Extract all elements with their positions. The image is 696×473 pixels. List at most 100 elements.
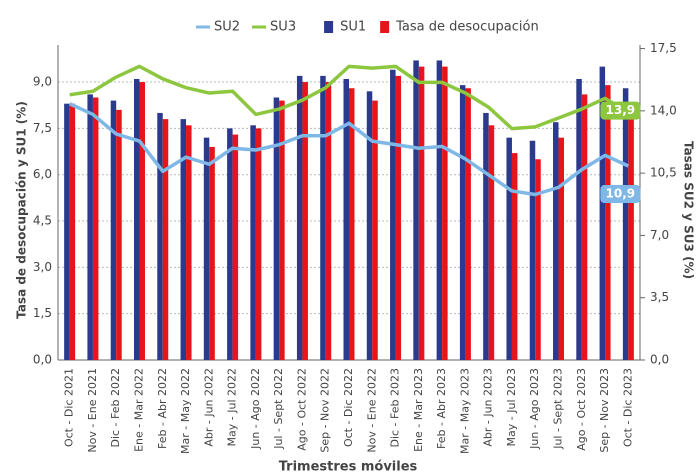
bar — [325, 82, 332, 360]
bar — [413, 60, 419, 361]
bar — [436, 60, 443, 361]
line-series — [68, 102, 630, 197]
x-tick-label: Dic - Feb 2022 — [109, 368, 122, 448]
x-tick-label: Ene - Mar 2023 — [412, 368, 425, 452]
x-tick-label: Oct - Dic 2021 — [63, 368, 76, 447]
x-tick-label: Mar - May 2023 — [458, 368, 471, 454]
x-tick-label: Ago - Oct 2023 — [575, 368, 588, 451]
legend-label: SU3 — [270, 20, 296, 35]
x-tick-label: Jul - Sept 2022 — [272, 368, 285, 450]
value-label-box — [600, 101, 641, 120]
y2-axis-label: Tasas SU2 y SU3 (%) — [682, 141, 696, 279]
bar — [296, 75, 303, 360]
bar — [343, 78, 349, 361]
x-axis-label: Trimestres móviles — [279, 460, 418, 473]
y2-tick-label: 3,5 — [650, 290, 669, 304]
bar — [227, 128, 233, 360]
bar — [395, 75, 402, 360]
y-tick-label: 3,0 — [33, 260, 52, 274]
bar — [535, 159, 541, 360]
bar — [488, 125, 495, 360]
x-tick-label: Jun - Ago 2023 — [528, 368, 541, 450]
bar — [529, 140, 536, 360]
value-label: 10,9 — [606, 187, 636, 201]
bar — [64, 103, 70, 361]
bar — [320, 75, 326, 360]
bar — [605, 85, 611, 360]
legend-label: SU1 — [340, 20, 366, 35]
x-tick-label: Oct - Dic 2022 — [342, 368, 355, 447]
x-tick-label: Abr - Jun 2022 — [202, 368, 215, 447]
x-tick-label: May - Jul 2022 — [226, 368, 239, 446]
bar — [162, 119, 169, 360]
y-tick-label: 1,5 — [33, 306, 52, 320]
bar — [581, 94, 588, 360]
x-tick-label: Oct - Dic 2023 — [621, 368, 634, 447]
bar — [209, 146, 215, 360]
y2-tick-label: 10,5 — [650, 166, 677, 180]
x-tick-label: Feb - Abr 2023 — [435, 368, 448, 449]
bar — [273, 97, 280, 360]
bar — [186, 125, 192, 360]
bar — [255, 128, 262, 360]
legend-swatch — [380, 21, 390, 33]
bar — [366, 91, 373, 360]
bar — [203, 137, 210, 360]
bar — [511, 153, 518, 360]
y2-tick-label: 14,0 — [650, 103, 677, 117]
bar — [250, 125, 256, 360]
y2-tick-label: 0,0 — [650, 353, 669, 367]
bar — [483, 112, 489, 360]
bar — [302, 82, 308, 360]
bar — [139, 82, 145, 360]
x-tick-label: Mar - May 2022 — [179, 368, 192, 454]
x-tick-label: Sep - Nov 2023 — [598, 368, 611, 453]
bar — [232, 134, 239, 360]
bar — [133, 78, 140, 361]
bar — [390, 69, 396, 361]
y-tick-label: 7,5 — [33, 121, 52, 135]
bar — [558, 137, 565, 360]
x-tick-label: Jul - Sept 2023 — [552, 368, 565, 450]
bar — [628, 106, 634, 360]
x-tick-label: Dic - Feb 2023 — [389, 368, 402, 448]
bar — [157, 112, 163, 360]
bar — [418, 66, 425, 360]
bar — [553, 122, 559, 361]
x-tick-label: Sep - Nov 2022 — [319, 368, 332, 453]
y-axis-label: Tasa de desocupación y SU1 (%) — [15, 101, 29, 319]
bar — [372, 100, 378, 361]
bar — [92, 97, 99, 360]
y-tick-label: 6,0 — [33, 167, 52, 181]
bar — [465, 88, 471, 360]
legend-label: SU2 — [214, 20, 240, 35]
value-label-box — [600, 185, 641, 204]
value-label: 13,9 — [606, 103, 636, 117]
bar — [69, 103, 76, 361]
bar — [442, 66, 448, 360]
bar — [180, 119, 187, 360]
x-tick-label: Ene - Mar 2022 — [132, 368, 145, 452]
bar — [349, 88, 355, 360]
bar — [622, 88, 629, 360]
x-tick-label: Abr - Jun 2023 — [482, 368, 495, 447]
x-tick-label: Nov - Ene 2022 — [365, 368, 378, 453]
bar — [87, 94, 93, 360]
x-tick-label: Feb - Abr 2022 — [156, 368, 169, 449]
legend-swatch — [324, 21, 334, 33]
y2-tick-label: 7,0 — [650, 228, 669, 242]
x-tick-label: Ago - Oct 2022 — [295, 368, 308, 451]
bar — [110, 100, 117, 361]
bar — [279, 100, 285, 361]
y-tick-label: 4,5 — [33, 214, 52, 228]
bar — [576, 78, 582, 361]
legend-label: Tasa de desocupación — [395, 20, 539, 35]
bar — [459, 85, 466, 360]
bar — [116, 109, 122, 361]
line-series — [69, 64, 630, 131]
x-tick-label: Nov - Ene 2021 — [86, 368, 99, 453]
bar — [506, 137, 512, 360]
bar — [599, 66, 606, 360]
y2-tick-label: 17,5 — [650, 41, 677, 55]
